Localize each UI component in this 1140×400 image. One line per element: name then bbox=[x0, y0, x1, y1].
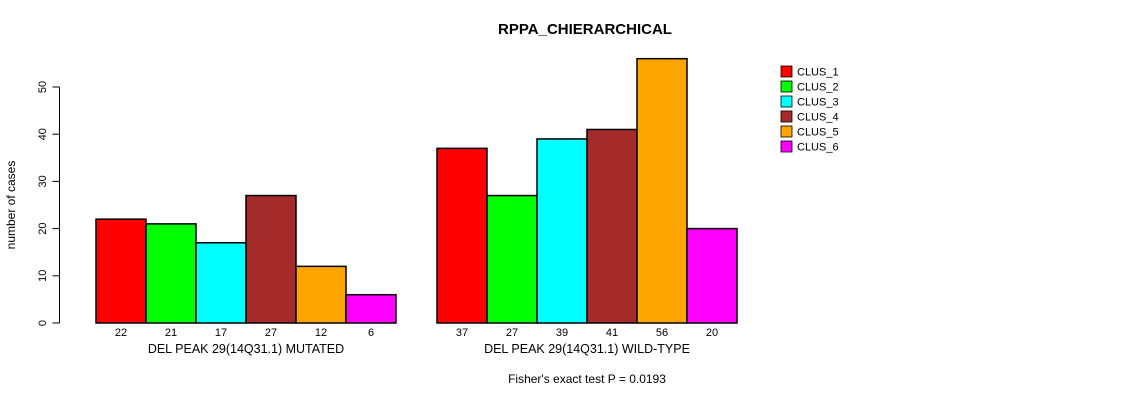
group-label-wildtype: DEL PEAK 29(14Q31.1) WILD-TYPE bbox=[484, 342, 690, 356]
bar-value-label: 22 bbox=[115, 327, 127, 339]
fisher-test-footnote: Fisher's exact test P = 0.0193 bbox=[508, 372, 666, 386]
y-tick-label-0: 0 bbox=[37, 320, 49, 326]
legend-swatch-clus_3 bbox=[780, 95, 793, 108]
legend: CLUS_1 CLUS_2 CLUS_3 CLUS_4 CLUS_5 CLUS_6 bbox=[780, 65, 839, 154]
bar-clus_2-group1 bbox=[145, 223, 197, 324]
y-axis-label: number of cases bbox=[4, 161, 18, 250]
legend-label-clus_1: CLUS_1 bbox=[797, 67, 839, 79]
bar-value-label: 17 bbox=[215, 327, 227, 339]
legend-label-clus_5: CLUS_5 bbox=[797, 127, 839, 139]
y-tick-label-10: 10 bbox=[37, 270, 49, 282]
legend-label-clus_4: CLUS_4 bbox=[797, 112, 839, 124]
bar-clus_5-group2 bbox=[636, 57, 688, 324]
bar-value-label: 56 bbox=[656, 327, 668, 339]
bar-clus_3-group1 bbox=[195, 242, 247, 324]
bar-value-label: 21 bbox=[165, 327, 177, 339]
bar-value-label: 39 bbox=[556, 327, 568, 339]
y-tick-label-50: 50 bbox=[37, 81, 49, 93]
bar-clus_3-group2 bbox=[536, 138, 588, 324]
legend-swatch-clus_1 bbox=[780, 65, 793, 78]
bar-clus_6-group2 bbox=[686, 227, 738, 324]
bar-clus_1-group2 bbox=[436, 147, 488, 324]
bar-clus_4-group1 bbox=[245, 194, 297, 324]
bar-clus_6-group1 bbox=[345, 293, 397, 324]
legend-label-clus_6: CLUS_6 bbox=[797, 142, 839, 154]
legend-label-clus_2: CLUS_2 bbox=[797, 82, 839, 94]
bar-value-label: 12 bbox=[315, 327, 327, 339]
y-tick-label-20: 20 bbox=[37, 222, 49, 234]
bar-value-label: 41 bbox=[606, 327, 618, 339]
bar-clus_1-group1 bbox=[95, 218, 147, 324]
y-tick-label-40: 40 bbox=[37, 128, 49, 140]
legend-swatch-clus_5 bbox=[780, 125, 793, 138]
legend-swatch-clus_2 bbox=[780, 80, 793, 93]
y-tick-label-30: 30 bbox=[37, 175, 49, 187]
bar-value-label: 27 bbox=[265, 327, 277, 339]
bars-group: 22 21 17 27 12 6 37 27 39 41 56 20 bbox=[95, 57, 738, 339]
y-axis: 0 10 20 30 40 50 bbox=[37, 81, 60, 326]
bar-value-label: 27 bbox=[506, 327, 518, 339]
chart-title: RPPA_CHIERARCHICAL bbox=[498, 21, 672, 38]
legend-swatch-clus_4 bbox=[780, 110, 793, 123]
bar-value-label: 6 bbox=[368, 327, 374, 339]
bar-clus_5-group1 bbox=[295, 265, 347, 324]
bar-clus_4-group2 bbox=[586, 128, 638, 324]
bar-value-label: 20 bbox=[706, 327, 718, 339]
bar-clus_2-group2 bbox=[486, 194, 538, 324]
legend-label-clus_3: CLUS_3 bbox=[797, 97, 839, 109]
bar-value-label: 37 bbox=[456, 327, 468, 339]
legend-swatch-clus_6 bbox=[780, 140, 793, 153]
group-label-mutated: DEL PEAK 29(14Q31.1) MUTATED bbox=[148, 342, 344, 356]
